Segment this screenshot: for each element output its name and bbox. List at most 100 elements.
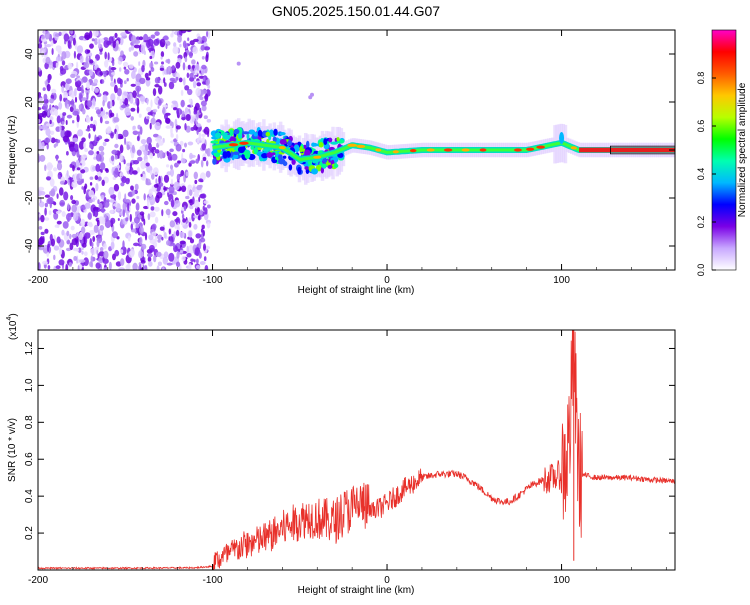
noise-speckle [41,141,45,150]
noise-speckle [196,123,202,128]
noise-speckle [140,139,147,145]
noise-speckle [140,44,146,54]
noise-speckle [115,131,119,141]
noise-speckle [145,162,150,167]
noise-speckle [80,218,86,227]
noise-speckle [150,99,153,108]
noise-speckle [118,267,125,270]
noise-speckle [119,171,124,177]
noise-speckle [120,182,125,187]
noise-speckle [158,85,163,95]
noise-speckle [171,121,174,129]
noise-speckle [54,224,60,228]
noise-speckle [143,150,148,156]
noise-speckle [181,255,186,262]
noise-speckle [70,73,76,78]
noise-speckle [163,251,169,258]
noise-speckle [200,100,207,107]
noise-speckle [194,188,200,196]
noise-speckle [92,98,96,106]
ridge-blob [311,168,318,175]
noise-speckle [71,199,77,205]
noise-speckle [86,92,89,100]
noise-speckle [103,250,109,259]
noise-speckle [203,115,208,120]
noise-speckle [135,211,139,215]
ridge-blob [232,151,240,156]
noise-speckle [122,129,129,138]
ridge-blob [266,152,273,158]
noise-speckle [154,149,160,154]
noise-speckle [93,156,97,160]
noise-speckle [183,77,186,86]
noise-speckle [104,138,110,142]
noise-speckle [122,202,127,212]
noise-speckle [38,125,43,130]
noise-speckle [198,132,202,140]
noise-speckle [198,240,202,249]
noise-speckle [56,220,62,225]
noise-speckle [53,212,59,220]
noise-speckle [201,105,207,112]
noise-speckle [185,220,189,224]
noise-speckle [89,59,94,64]
noise-speckle [96,171,102,176]
colorbar-tick-label: 0.2 [696,216,706,229]
noise-speckle [196,36,202,45]
noise-speckle [79,231,83,241]
spectrogram-y-tick-label: 20 [24,96,35,108]
noise-speckle [169,220,175,228]
noise-speckle [94,246,100,251]
noise-speckle [135,97,138,105]
noise-speckle [188,263,192,270]
noise-speckle [54,108,58,117]
noise-speckle [126,144,130,151]
noise-speckle [170,126,173,136]
ridge-blob [304,149,311,156]
noise-speckle [77,265,80,270]
noise-speckle [99,247,104,252]
noise-speckle [38,92,42,97]
noise-speckle [58,31,62,36]
noise-speckle [39,236,45,245]
noise-speckle [98,256,104,264]
ridge-blob [253,146,259,155]
noise-speckle [88,150,94,156]
noise-speckle [51,48,54,55]
noise-speckle [139,95,146,102]
noise-speckle [81,84,84,92]
noise-speckle [204,265,209,270]
noise-speckle [39,154,46,162]
noise-speckle [114,143,119,149]
noise-speckle [147,38,154,47]
ridge-blob [265,131,271,137]
noise-speckle [74,96,78,103]
noise-speckle [61,121,65,125]
snr-frame [37,329,676,571]
noise-speckle [59,199,66,207]
noise-speckle [102,258,109,265]
noise-speckle [38,226,43,230]
noise-speckle [166,240,171,246]
noise-speckle [91,85,94,92]
colorbar-tick-label: 0.8 [696,72,706,85]
noise-speckle [109,112,115,118]
noise-speckle [201,224,205,230]
noise-speckle [156,191,163,199]
noise-speckle [88,190,95,198]
noise-speckle [164,200,169,206]
ridge-hotspot [347,143,358,147]
noise-speckle [202,205,205,211]
snr-axes: -200 -100 0 100 0.2 0.4 0.6 0.8 1.0 1.2 [24,330,675,586]
noise-speckle [42,57,47,64]
noise-speckle [158,140,164,146]
ridge-hotspot [536,145,545,149]
noise-speckle [73,50,76,59]
noise-speckle [124,69,130,75]
noise-speckle [103,39,110,48]
noise-speckle [93,65,98,70]
noise-speckle [119,98,123,106]
ridge-blob [241,131,250,135]
noise-speckle [44,228,49,234]
noise-speckle [128,250,135,258]
